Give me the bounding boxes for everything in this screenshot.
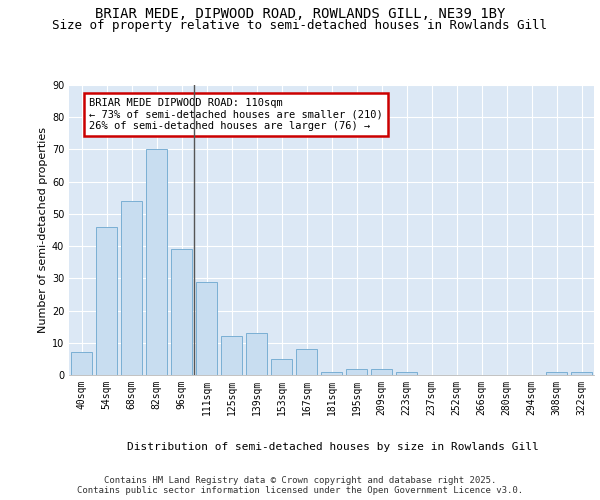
- Bar: [371, 368, 392, 375]
- Text: BRIAR MEDE, DIPWOOD ROAD, ROWLANDS GILL, NE39 1BY: BRIAR MEDE, DIPWOOD ROAD, ROWLANDS GILL,…: [95, 8, 505, 22]
- Bar: [71, 352, 92, 375]
- Bar: [96, 227, 117, 375]
- Text: Contains HM Land Registry data © Crown copyright and database right 2025.
Contai: Contains HM Land Registry data © Crown c…: [77, 476, 523, 495]
- Bar: [196, 282, 217, 375]
- Bar: [121, 201, 142, 375]
- Bar: [271, 359, 292, 375]
- Bar: [396, 372, 417, 375]
- Bar: [171, 250, 192, 375]
- Bar: [221, 336, 242, 375]
- Bar: [346, 368, 367, 375]
- Text: Size of property relative to semi-detached houses in Rowlands Gill: Size of property relative to semi-detach…: [53, 19, 548, 32]
- Text: Distribution of semi-detached houses by size in Rowlands Gill: Distribution of semi-detached houses by …: [127, 442, 539, 452]
- Bar: [246, 333, 267, 375]
- Bar: [146, 150, 167, 375]
- Bar: [321, 372, 342, 375]
- Bar: [571, 372, 592, 375]
- Bar: [296, 349, 317, 375]
- Y-axis label: Number of semi-detached properties: Number of semi-detached properties: [38, 127, 47, 333]
- Text: BRIAR MEDE DIPWOOD ROAD: 110sqm
← 73% of semi-detached houses are smaller (210)
: BRIAR MEDE DIPWOOD ROAD: 110sqm ← 73% of…: [89, 98, 383, 131]
- Bar: [546, 372, 567, 375]
